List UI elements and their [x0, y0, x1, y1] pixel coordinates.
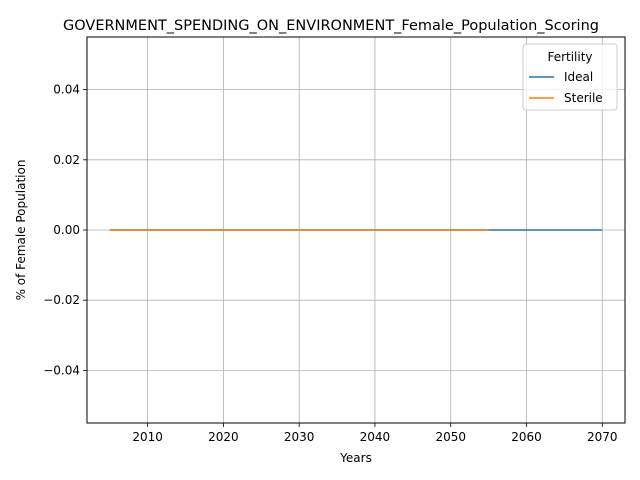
x-tick-label: 2010 [132, 430, 163, 444]
y-axis-label: % of Female Population [14, 160, 28, 301]
x-tick-label: 2060 [511, 430, 542, 444]
x-axis-ticks: 2010 2020 2030 2040 2050 2060 2070 [132, 423, 618, 444]
x-tick-label: 2030 [284, 430, 315, 444]
x-tick-label: 2070 [587, 430, 618, 444]
legend-box [522, 43, 618, 111]
y-tick-label: −0.04 [43, 363, 80, 377]
x-tick-label: 2020 [208, 430, 239, 444]
x-axis-label: Years [339, 451, 372, 465]
y-tick-label: 0.02 [53, 153, 80, 167]
legend-label-sterile: Sterile [564, 91, 603, 105]
legend-title: Fertility [547, 50, 592, 64]
y-tick-label: 0.04 [53, 83, 80, 97]
y-tick-label: 0.00 [53, 223, 80, 237]
legend-label-ideal: Ideal [564, 70, 593, 84]
y-axis-ticks: −0.04 −0.02 0.00 0.02 0.04 [43, 83, 87, 377]
y-tick-label: −0.02 [43, 293, 80, 307]
x-tick-label: 2040 [360, 430, 391, 444]
legend: Fertility Ideal Sterile [522, 43, 618, 111]
x-tick-label: 2050 [435, 430, 466, 444]
chart-title: GOVERNMENT_SPENDING_ON_ENVIRONMENT_Femal… [63, 18, 599, 34]
